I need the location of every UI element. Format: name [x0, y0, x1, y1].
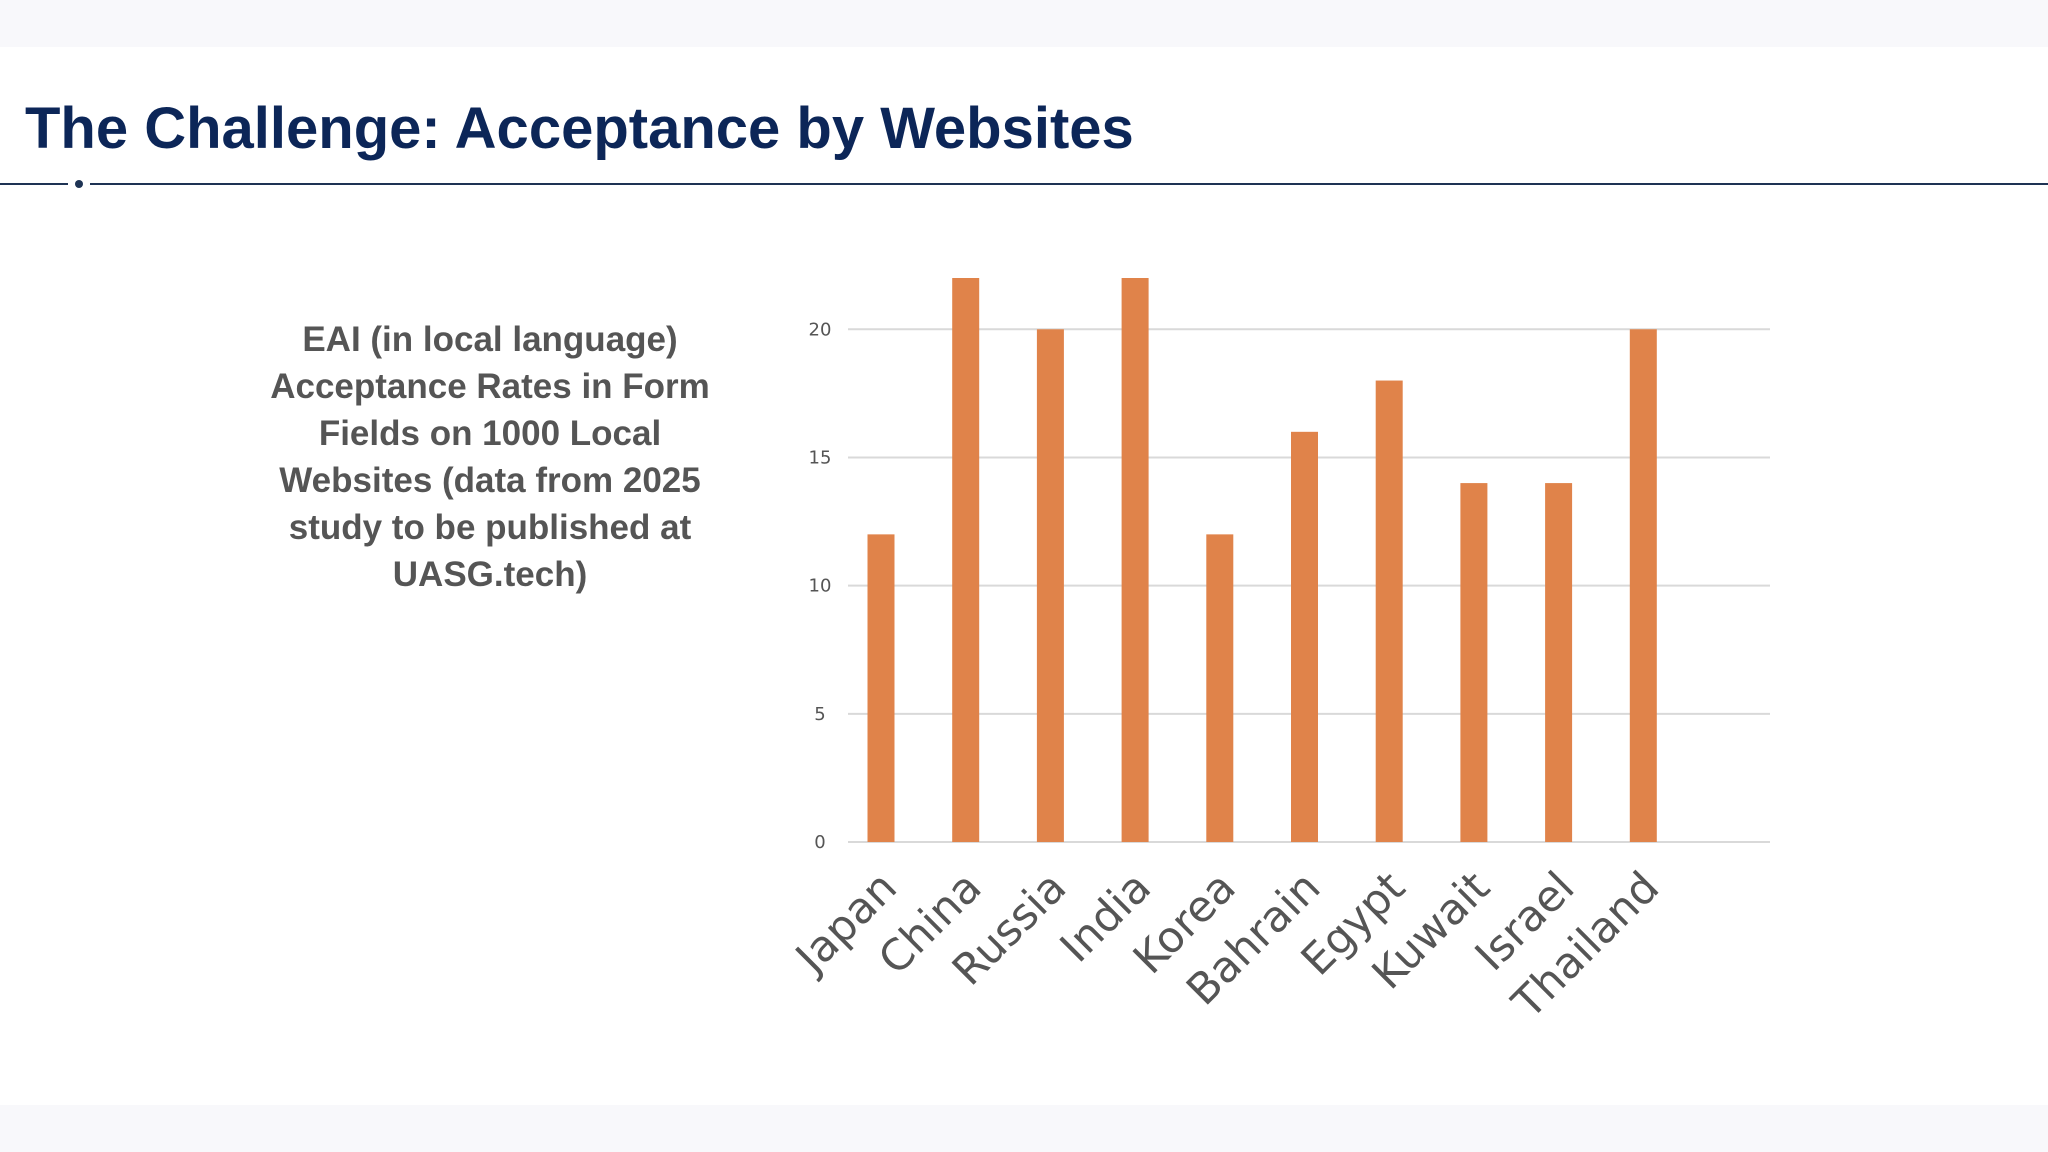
bar-china — [952, 278, 980, 842]
bar-india — [1121, 278, 1149, 842]
title-rule-dot — [75, 180, 83, 188]
slide: The Challenge: Acceptance by Websites — [0, 47, 2048, 1105]
category-labels: JapanChinaRussiaIndiaKoreaBahrainEgyptKu… — [784, 862, 1669, 1029]
chart-description: EAI (in local language) Acceptance Rates… — [270, 320, 710, 594]
bar-israel — [1545, 483, 1573, 842]
y-tick-label: 5 — [814, 704, 825, 725]
title-rule-left — [0, 183, 68, 185]
bar-korea — [1206, 534, 1234, 842]
title-rule-right — [90, 183, 2048, 185]
bar-egypt — [1375, 380, 1403, 842]
y-tick-labels: 0 5 10 15 20 — [809, 319, 832, 853]
bar-thailand — [1629, 329, 1657, 842]
y-tick-label: 0 — [814, 832, 825, 853]
bar-japan — [867, 534, 895, 842]
bar-kuwait — [1460, 483, 1488, 842]
y-tick-label: 20 — [809, 319, 832, 340]
y-tick-label: 15 — [809, 447, 832, 468]
y-tick-label: 10 — [809, 576, 832, 597]
slide-title: The Challenge: Acceptance by Websites — [25, 96, 1134, 161]
bar-russia — [1036, 329, 1064, 842]
bar-chart: 0 5 10 15 20 JapanChinaRussiaIndiaKoreaBahra… — [784, 278, 1770, 1029]
bar-bahrain — [1291, 431, 1318, 842]
bars — [867, 278, 1657, 842]
